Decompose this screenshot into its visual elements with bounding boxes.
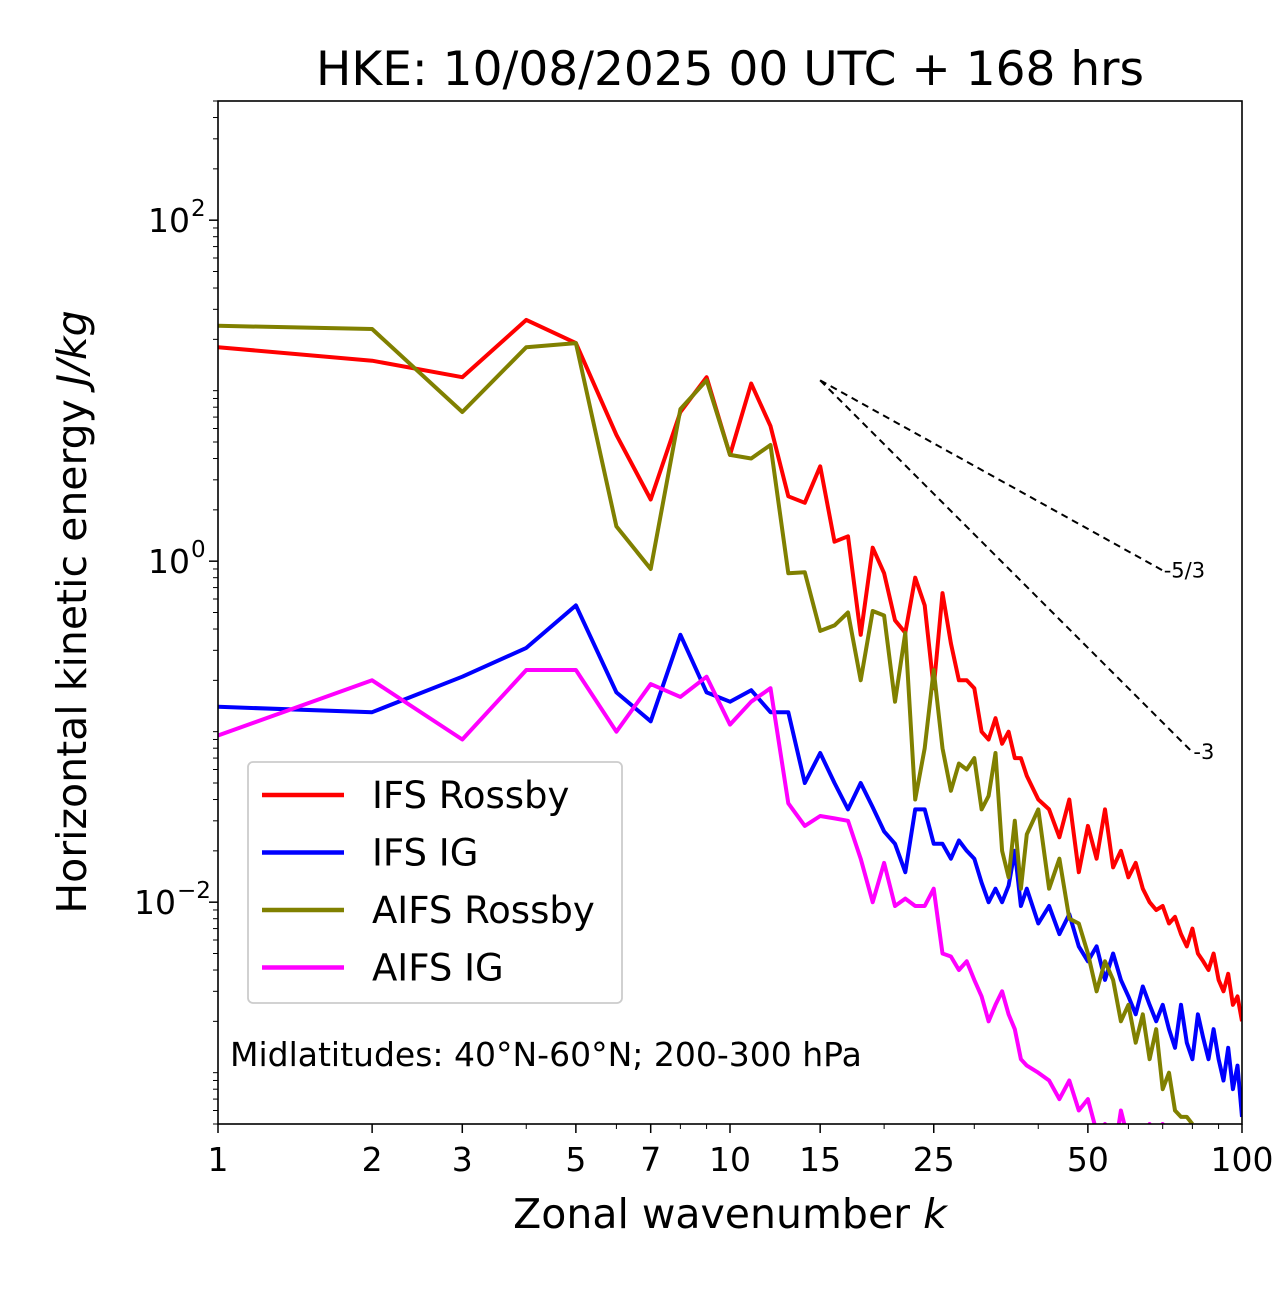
series-line bbox=[218, 323, 1194, 1124]
x-axis-label: Zonal wavenumber k bbox=[513, 1190, 949, 1238]
y-tick-base: 10 bbox=[134, 883, 176, 922]
y-tick-label: 10 −2 bbox=[134, 878, 211, 922]
series-line bbox=[218, 317, 1242, 1022]
y-tick-base: 10 bbox=[148, 542, 190, 581]
data-series bbox=[218, 317, 1242, 1124]
y-axis-label: Horizontal kinetic energy J/kg bbox=[48, 310, 96, 913]
legend-label: AIFS Rossby bbox=[372, 889, 595, 932]
y-tick-exponent: 0 bbox=[191, 537, 206, 563]
x-tick-label: 2 bbox=[362, 1140, 383, 1179]
x-tick-label: 10 bbox=[709, 1140, 751, 1179]
x-tick-label: 3 bbox=[452, 1140, 473, 1179]
x-tick-label: 25 bbox=[913, 1140, 955, 1179]
legend-entry: IFS Rossby bbox=[262, 774, 569, 817]
x-tick-label: 1 bbox=[208, 1140, 229, 1179]
plot-frame bbox=[217, 100, 1243, 1125]
x-tick-label: 7 bbox=[640, 1140, 661, 1179]
y-axis-label-unit: J/kg bbox=[48, 310, 96, 393]
series-line bbox=[218, 603, 1242, 1118]
series-line bbox=[218, 668, 1165, 1124]
y-tick-exponent: 2 bbox=[191, 196, 206, 222]
y-axis-label-text: Horizontal kinetic energy bbox=[48, 386, 96, 914]
reference-line-label: -3 bbox=[1193, 740, 1214, 764]
legend-entry: AIFS IG bbox=[262, 947, 504, 990]
legend-entry: IFS IG bbox=[262, 832, 478, 875]
legend-entry: AIFS Rossby bbox=[262, 889, 595, 932]
x-axis-label-variable: k bbox=[923, 1190, 949, 1238]
legend-label: IFS Rossby bbox=[372, 774, 569, 817]
x-axis-label-text: Zonal wavenumber bbox=[513, 1190, 923, 1238]
y-tick-label: 10 2 bbox=[148, 196, 206, 240]
x-tick-label: 100 bbox=[1211, 1140, 1274, 1179]
y-tick-base: 10 bbox=[148, 201, 190, 240]
reference-slope-labels: -5/3 -3 bbox=[1164, 558, 1215, 764]
x-tick-label: 50 bbox=[1067, 1140, 1109, 1179]
reference-line bbox=[819, 379, 1164, 572]
legend: IFS Rossby IFS IG AIFS Rossby AIFS IG bbox=[247, 761, 623, 1004]
legend-box bbox=[247, 761, 623, 1004]
reference-line-label: -5/3 bbox=[1164, 558, 1205, 582]
y-tick-exponent: −2 bbox=[177, 878, 211, 904]
legend-label: IFS IG bbox=[372, 832, 478, 875]
reference-line bbox=[819, 379, 1194, 753]
legend-label: AIFS IG bbox=[372, 947, 504, 990]
x-tick-label: 15 bbox=[799, 1140, 841, 1179]
region-annotation: Midlatitudes: 40°N-60°N; 200-300 hPa bbox=[230, 1035, 862, 1074]
reference-slopes bbox=[819, 379, 1194, 753]
y-tick-label: 10 0 bbox=[148, 537, 206, 581]
x-tick-label: 5 bbox=[565, 1140, 586, 1179]
chart-title: HKE: 10/08/2025 00 UTC + 168 hrs bbox=[316, 42, 1144, 97]
